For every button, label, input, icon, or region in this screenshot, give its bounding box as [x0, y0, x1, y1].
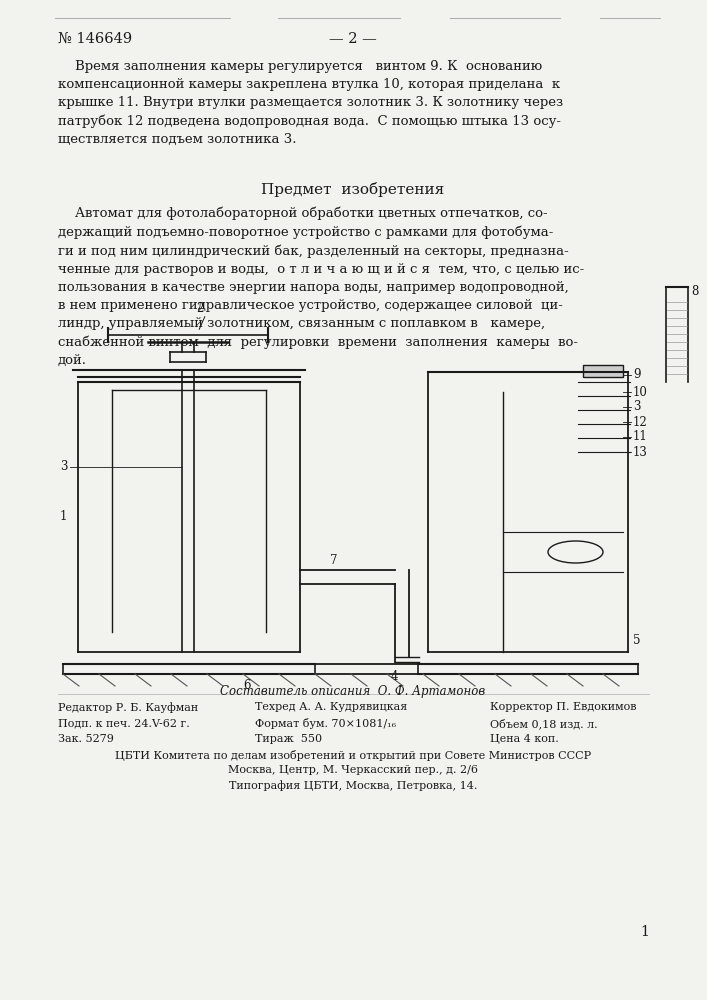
Text: Автомат для фотолабораторной обработки цветных отпечатков, со-
держащий подъемно: Автомат для фотолабораторной обработки ц… — [58, 207, 584, 367]
Text: № 146649: № 146649 — [58, 32, 132, 46]
Text: Зак. 5279: Зак. 5279 — [58, 734, 114, 744]
FancyBboxPatch shape — [583, 365, 623, 377]
Text: — 2 —: — 2 — — [329, 32, 377, 46]
Text: Редактор Р. Б. Кауфман: Редактор Р. Б. Кауфман — [58, 702, 198, 713]
Text: Время заполнения камеры регулируется   винтом 9. К  основанию
компенсационной ка: Время заполнения камеры регулируется вин… — [58, 60, 563, 146]
Text: Подп. к печ. 24.V-62 г.: Подп. к печ. 24.V-62 г. — [58, 718, 189, 728]
Text: 13: 13 — [633, 446, 648, 458]
Text: 3: 3 — [60, 460, 67, 473]
Text: 4: 4 — [391, 670, 399, 683]
Text: 2: 2 — [196, 302, 204, 315]
Text: 10: 10 — [633, 385, 648, 398]
Text: Типография ЦБТИ, Москва, Петровка, 14.: Типография ЦБТИ, Москва, Петровка, 14. — [229, 780, 477, 791]
Text: 6: 6 — [243, 679, 250, 692]
Text: 1: 1 — [640, 925, 649, 939]
Text: 7: 7 — [330, 554, 337, 567]
Text: Корректор П. Евдокимов: Корректор П. Евдокимов — [490, 702, 636, 712]
Text: Цена 4 коп.: Цена 4 коп. — [490, 734, 559, 744]
Text: 12: 12 — [633, 416, 648, 428]
Text: Предмет  изобретения: Предмет изобретения — [262, 182, 445, 197]
Text: Техред А. А. Кудрявицкая: Техред А. А. Кудрявицкая — [255, 702, 407, 712]
Text: 1: 1 — [60, 510, 67, 523]
Text: 3: 3 — [633, 400, 641, 414]
Text: Москва, Центр, М. Черкасский пер., д. 2/6: Москва, Центр, М. Черкасский пер., д. 2/… — [228, 765, 478, 775]
Text: ЦБТИ Комитета по делам изобретений и открытий при Совете Министров СССР: ЦБТИ Комитета по делам изобретений и отк… — [115, 750, 591, 761]
Text: Тираж  550: Тираж 550 — [255, 734, 322, 744]
Text: 8: 8 — [691, 285, 699, 298]
Text: Объем 0,18 изд. л.: Объем 0,18 изд. л. — [490, 718, 597, 729]
Text: Составитель описания  О. Ф. Артамонов: Составитель описания О. Ф. Артамонов — [221, 685, 486, 698]
Text: 9: 9 — [633, 368, 641, 381]
Text: Формат бум. 70×1081/₁₆: Формат бум. 70×1081/₁₆ — [255, 718, 396, 729]
Text: 5: 5 — [633, 634, 641, 647]
Text: 11: 11 — [633, 430, 648, 444]
